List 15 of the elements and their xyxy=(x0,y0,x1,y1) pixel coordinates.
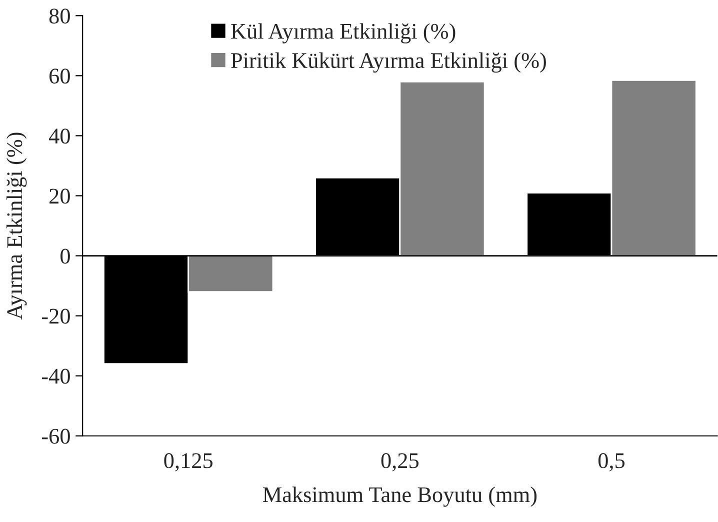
y-tick-label: -40 xyxy=(42,368,70,384)
x-tick-label: 0,5 xyxy=(598,453,625,472)
x-tick-label: 0,125 xyxy=(164,453,212,472)
y-tick-label: 60 xyxy=(49,68,70,84)
x-axis-title: Maksimum Tane Boyutu (mm) xyxy=(262,486,537,507)
y-tick-label: -60 xyxy=(42,428,70,444)
y-tick-label: 80 xyxy=(49,8,70,24)
y-tick-label: -20 xyxy=(42,308,70,324)
legend-label: Kül Ayırma Etkinliği (%) xyxy=(231,23,456,44)
legend-label: Piritik Kükürt Ayırma Etkinliği (%) xyxy=(231,52,546,73)
x-tick-label: 0,25 xyxy=(381,453,418,472)
y-tick-label: 40 xyxy=(48,128,70,144)
y-tick-label: 0 xyxy=(60,248,70,264)
y-tick-label: 20 xyxy=(50,188,70,204)
y-axis-title: Ayırma Etkinliği (%) xyxy=(6,132,27,320)
